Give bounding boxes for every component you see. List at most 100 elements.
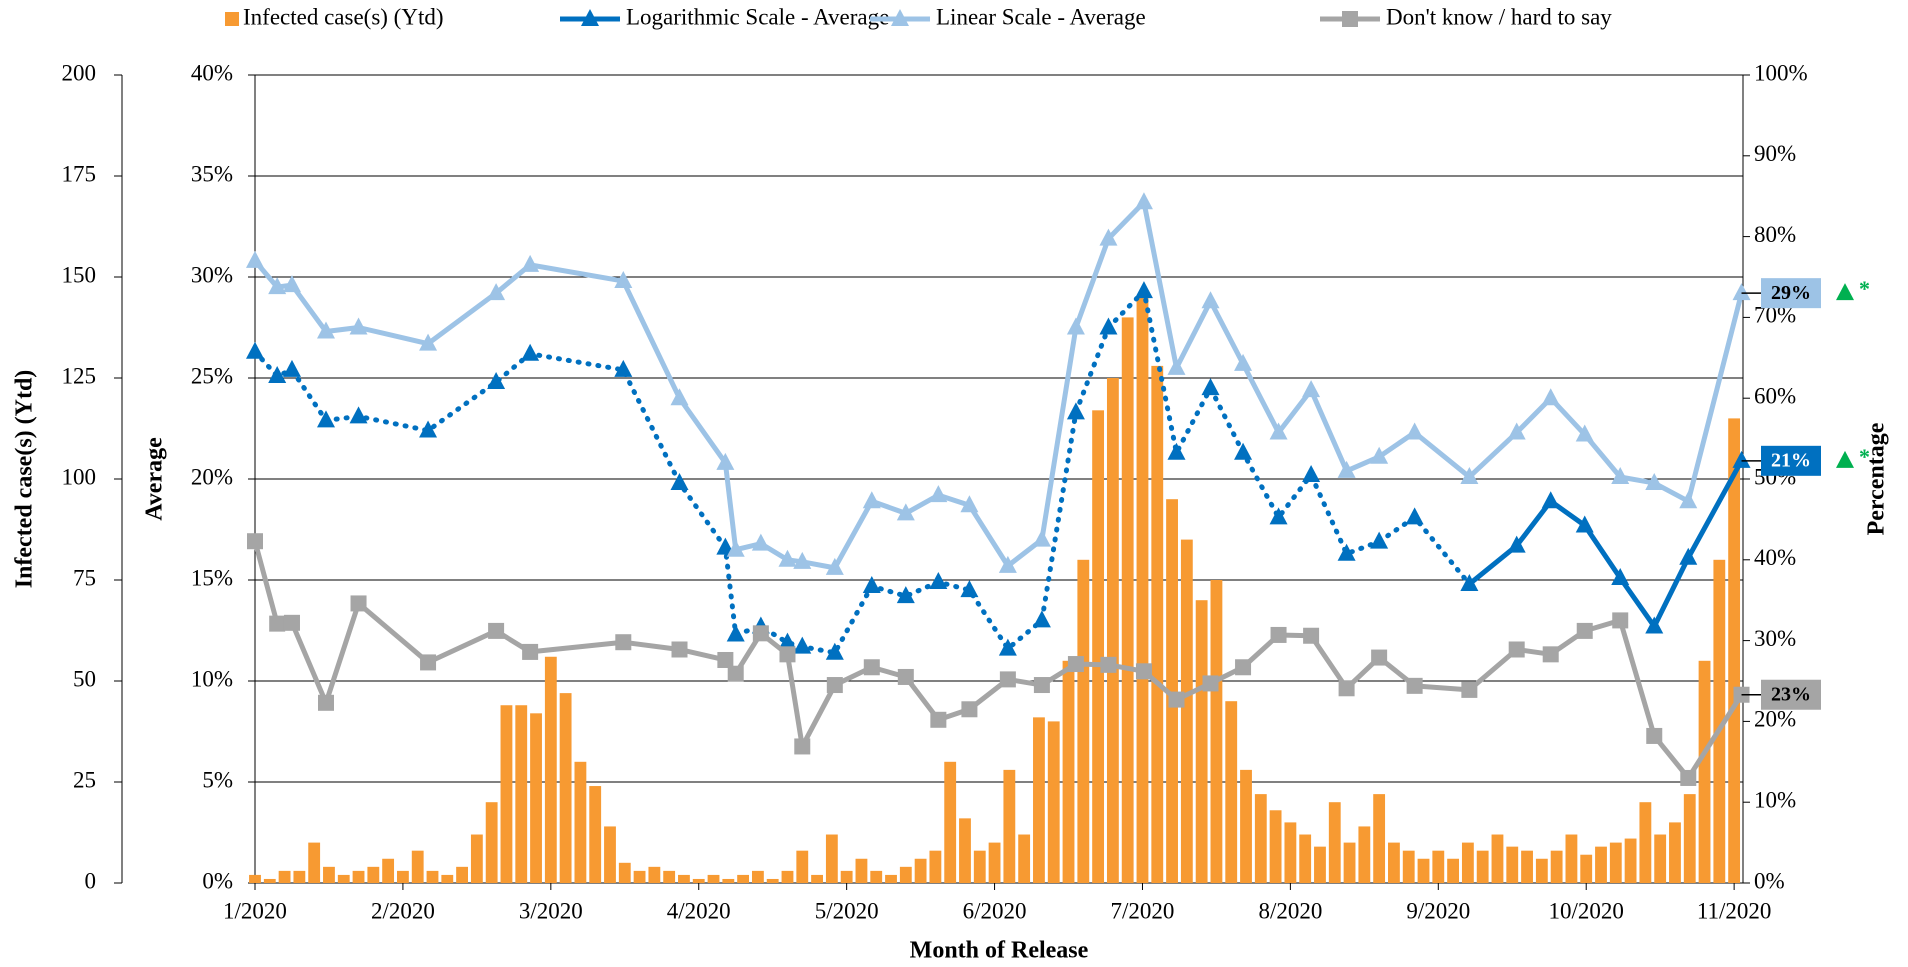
bar [1106, 378, 1119, 883]
value-label-box [1761, 679, 1821, 710]
y-tick-label: 175 [62, 161, 97, 186]
legend-label: Don't know / hard to say [1386, 4, 1612, 29]
bar [959, 818, 971, 883]
marker [862, 491, 881, 509]
marker [929, 572, 948, 590]
bar [825, 834, 838, 883]
series-line [1466, 458, 1745, 629]
y3-tick-label: 10% [1754, 787, 1796, 812]
marker [1033, 677, 1050, 694]
marker [1575, 515, 1594, 533]
y-tick-label: 150 [62, 262, 97, 287]
marker [930, 711, 947, 728]
y3-tick-label: 30% [1754, 626, 1796, 651]
marker [282, 359, 301, 377]
marker [350, 595, 367, 612]
marker [825, 642, 844, 660]
bar [929, 850, 942, 883]
bar [781, 870, 794, 883]
bar [337, 874, 350, 883]
bar [1077, 559, 1090, 883]
bar [559, 693, 572, 883]
y3-axis-title: Percentage [1864, 422, 1890, 535]
significance-note: * [1859, 276, 1870, 301]
marker [825, 557, 844, 575]
marker [1167, 357, 1186, 375]
marker [1508, 641, 1525, 658]
bar [1521, 850, 1533, 883]
marker [1612, 612, 1629, 629]
bar [1033, 717, 1045, 883]
legend-label: Logarithmic Scale - Average [626, 4, 889, 29]
bar [470, 834, 483, 883]
bar [263, 878, 276, 883]
bar [1136, 297, 1149, 883]
significance-marker [1836, 450, 1854, 468]
bar [352, 870, 365, 883]
bar [1269, 810, 1282, 883]
marker [896, 503, 915, 521]
marker [1100, 656, 1117, 673]
bar [663, 870, 676, 883]
y-tick-label: 200 [62, 60, 97, 85]
marker [1168, 691, 1185, 708]
marker [1337, 543, 1356, 561]
marker [1679, 547, 1698, 565]
marker [1337, 460, 1356, 478]
bar [1328, 802, 1341, 883]
y2-tick-label: 15% [191, 565, 233, 590]
marker [1576, 622, 1593, 639]
marker [1202, 675, 1219, 692]
bar [811, 874, 823, 883]
bar [751, 870, 764, 883]
marker [614, 359, 633, 377]
bar [618, 862, 631, 883]
y2-tick-label: 5% [202, 767, 233, 792]
marker [896, 586, 915, 604]
marker [751, 533, 770, 551]
marker [1541, 388, 1560, 406]
x-tick-label: 1/2020 [223, 898, 287, 923]
marker [1507, 422, 1526, 440]
y2-axis-title: Average [142, 437, 168, 521]
marker [1732, 450, 1751, 468]
marker [522, 643, 539, 660]
bar [737, 874, 750, 883]
bar [1728, 418, 1741, 883]
bar [870, 870, 883, 883]
value-label: 21% [1771, 449, 1811, 471]
significance-note: * [1859, 444, 1870, 469]
marker [726, 624, 745, 642]
marker [419, 420, 438, 438]
bar [1535, 858, 1548, 883]
marker [283, 614, 300, 631]
marker [1032, 529, 1051, 547]
marker [268, 277, 287, 295]
x-tick-label: 4/2020 [667, 898, 731, 923]
bar [367, 866, 380, 883]
marker [1645, 473, 1664, 491]
bar [1358, 826, 1371, 883]
marker [1269, 507, 1288, 525]
bar [1476, 850, 1489, 883]
marker [1575, 424, 1594, 442]
x-tick-label: 9/2020 [1406, 898, 1470, 923]
bar [1506, 846, 1519, 883]
marker [998, 638, 1017, 656]
marker [793, 551, 812, 569]
bar [1624, 838, 1637, 883]
marker [1461, 681, 1478, 698]
value-label: 23% [1771, 683, 1811, 705]
marker [1269, 422, 1288, 440]
bar [840, 870, 853, 883]
bar [574, 761, 587, 883]
bar [1062, 660, 1075, 883]
marker [1135, 663, 1152, 680]
marker [863, 659, 880, 676]
bar [796, 850, 809, 883]
marker [1680, 769, 1697, 786]
bar [1447, 858, 1460, 883]
bar [1003, 769, 1016, 883]
bar [1580, 854, 1593, 883]
